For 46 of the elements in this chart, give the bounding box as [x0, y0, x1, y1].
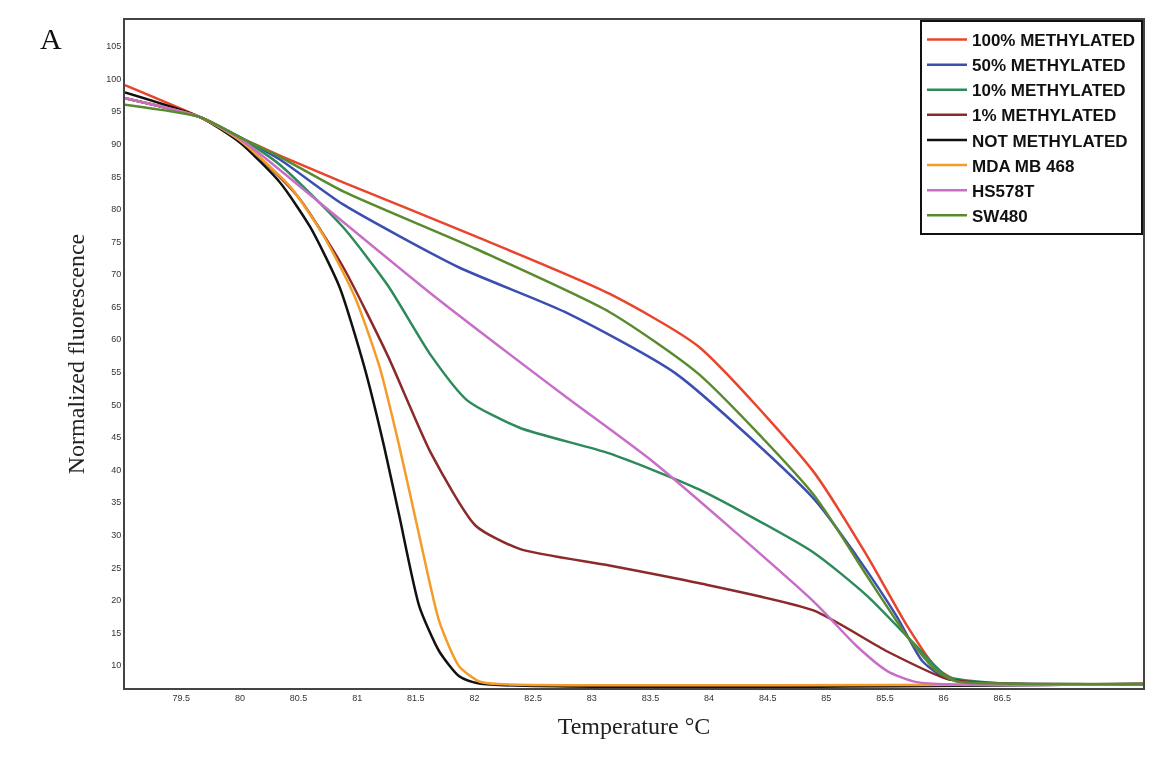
x-tick-label: 84 [704, 692, 715, 703]
legend-label: 100% METHYLATED [972, 31, 1136, 51]
y-axis-title: Normalized fluorescence [62, 233, 89, 475]
y-tick-label: 20 [111, 595, 122, 606]
y-tick-label: 85 [111, 171, 122, 182]
y-tick-label: 90 [111, 138, 122, 149]
x-tick-label: 85.5 [876, 692, 894, 703]
y-tick-label: 30 [111, 530, 122, 540]
legend-label: HS578T [972, 181, 1035, 201]
x-tick-label: 83.5 [641, 692, 660, 703]
y-tick-label: 55 [111, 367, 122, 378]
x-tick-label: 80.5 [289, 692, 308, 703]
y-tick-label: 40 [111, 464, 122, 475]
x-tick-label: 82 [469, 692, 480, 703]
y-tick-label: 60 [111, 334, 122, 345]
x-tick-label: 85 [821, 692, 832, 703]
y-tick-label: 65 [111, 301, 122, 312]
x-tick-label: 82.5 [524, 692, 542, 703]
legend-label: 10% METHYLATED [972, 81, 1126, 101]
y-tick-label: 25 [111, 562, 122, 573]
x-axis-title: Temperature °C [557, 712, 711, 739]
y-tick-label: 45 [111, 432, 122, 443]
y-tick-label: 100 [106, 73, 122, 84]
y-tick-label: 105 [106, 41, 122, 52]
y-tick-label: 35 [111, 497, 122, 508]
x-tick-label: 86.5 [993, 692, 1012, 703]
legend-label: 1% METHYLATED [972, 106, 1117, 126]
x-tick-label: 80 [234, 692, 245, 703]
legend-label: MDA MB 468 [972, 156, 1075, 176]
x-tick-label: 81.5 [407, 692, 425, 703]
x-tick-label: 84.5 [758, 692, 777, 703]
text: A [40, 22, 62, 55]
x-tick-label: 81 [352, 692, 363, 703]
y-tick-label: 15 [111, 627, 122, 638]
y-tick-label: 75 [111, 236, 122, 247]
x-tick-label: 86 [938, 692, 949, 703]
legend-label: SW480 [972, 206, 1028, 226]
legend-label: NOT METHYLATED [972, 131, 1128, 151]
y-tick-label: 10 [111, 660, 122, 671]
legend-label: 50% METHYLATED [972, 56, 1126, 76]
y-tick-label: 95 [111, 106, 122, 117]
y-tick-label: 70 [111, 269, 122, 280]
y-tick-label: 80 [111, 204, 122, 215]
x-tick-label: 79.5 [172, 692, 191, 703]
y-tick-label: 50 [111, 399, 122, 410]
x-tick-label: 83 [586, 692, 597, 703]
